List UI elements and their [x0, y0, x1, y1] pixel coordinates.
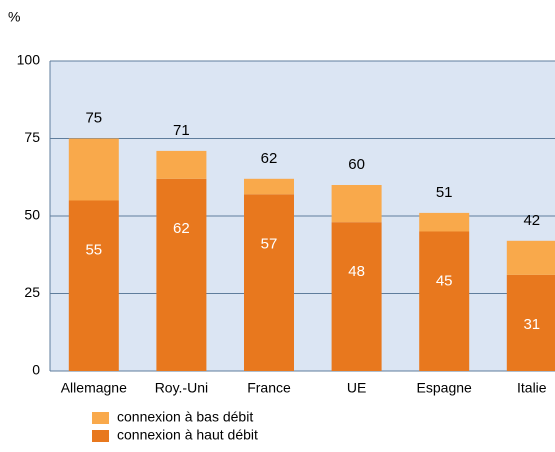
- bar-segment: [156, 178, 207, 371]
- x-tick-label: Espagne: [417, 380, 472, 396]
- data-label: 45: [436, 272, 453, 289]
- y-tick-label: 100: [17, 52, 41, 68]
- legend-label: connexion à bas débit: [117, 409, 253, 425]
- bar-segment: [331, 222, 382, 371]
- bar-segment: [506, 274, 555, 371]
- y-axis-label: %: [8, 9, 20, 25]
- legend-label: connexion à haut débit: [117, 427, 258, 443]
- total-label: 62: [261, 150, 278, 167]
- x-tick-label: UE: [347, 380, 366, 396]
- legend-swatch: [92, 412, 109, 424]
- data-label: 57: [261, 235, 278, 252]
- x-tick-label: Roy.-Uni: [155, 380, 208, 396]
- bar-segment: [331, 185, 382, 223]
- y-tick-label: 75: [24, 129, 40, 145]
- total-label: 51: [436, 184, 453, 201]
- data-label: 31: [523, 316, 540, 333]
- x-tick-label: Italie: [517, 380, 547, 396]
- bar-segment: [156, 150, 207, 179]
- bar-segment: [419, 212, 470, 232]
- x-tick-label: France: [247, 380, 291, 396]
- legend-swatch: [92, 430, 109, 442]
- bar-segment: [244, 194, 294, 371]
- total-label: 42: [523, 212, 540, 229]
- total-label: 75: [85, 109, 102, 126]
- total-label: 71: [173, 122, 190, 139]
- bar-segment: [244, 178, 294, 195]
- x-tick-label: Allemagne: [61, 380, 127, 396]
- data-label: 62: [173, 220, 190, 237]
- bar-segment: [68, 200, 119, 371]
- y-tick-label: 50: [24, 207, 40, 223]
- bar-segment: [506, 240, 555, 275]
- y-tick-label: 25: [24, 284, 40, 300]
- y-tick-label: 0: [32, 362, 40, 378]
- bar-segment: [419, 231, 470, 371]
- data-label: 55: [85, 241, 102, 258]
- bar-segment: [68, 138, 119, 201]
- total-label: 60: [348, 156, 365, 173]
- data-label: 48: [348, 263, 365, 280]
